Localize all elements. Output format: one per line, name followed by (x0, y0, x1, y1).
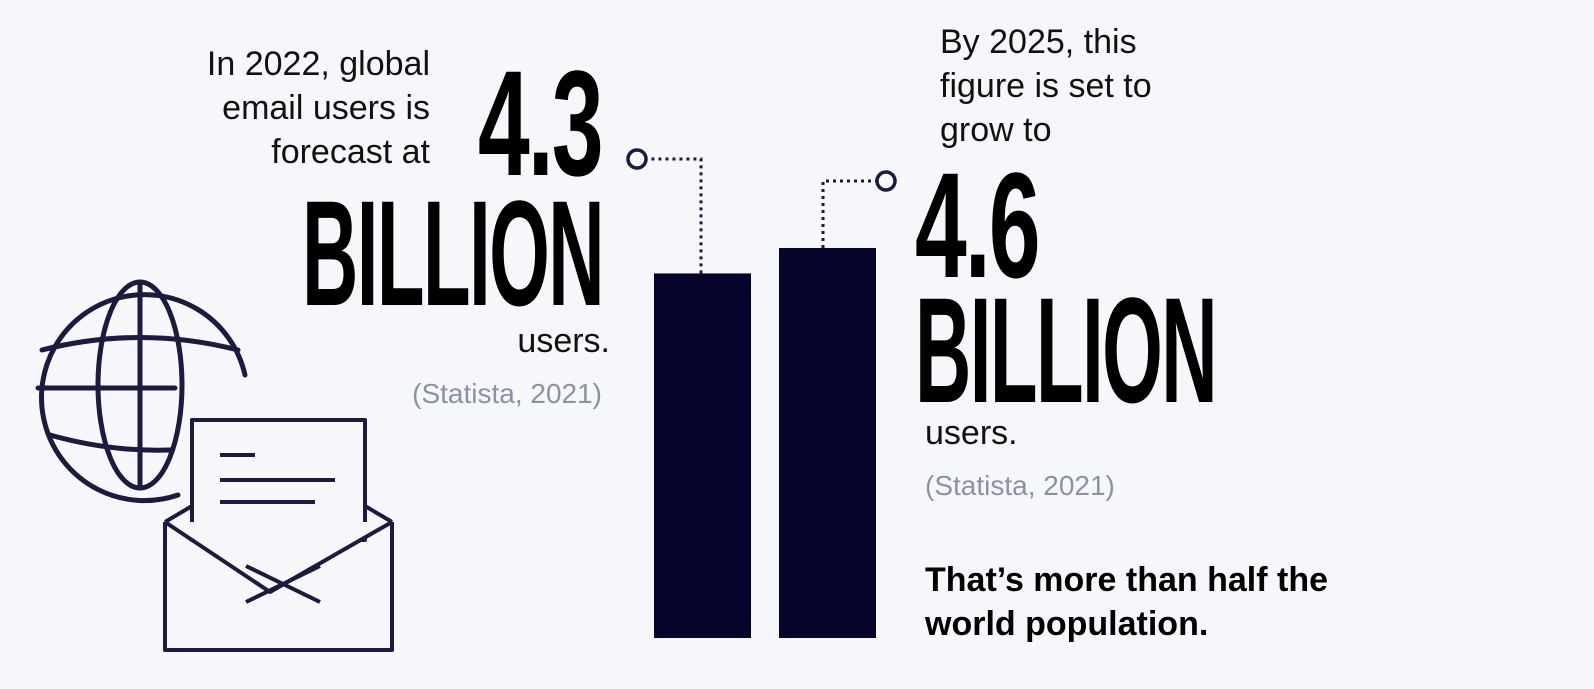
intro-line: In 2022, global (206, 45, 430, 83)
marker-dot-2025 (875, 170, 897, 192)
email-illustration (35, 279, 394, 652)
envelope-letter-icon (163, 418, 394, 652)
bar-2022 (654, 273, 751, 638)
users-label-2022: users. (517, 322, 610, 360)
intro-line: email users is (222, 89, 430, 127)
intro-line: figure is set to (940, 67, 1152, 105)
leader-line-2025 (821, 179, 886, 248)
closing-line: world population. (925, 605, 1209, 643)
value-label-2025: 4.6 (915, 141, 1041, 309)
value-label-2022: 4.3 (478, 39, 604, 207)
users-label-2025: users. (925, 414, 1018, 452)
source-citation-2022: (Statista, 2021) (412, 378, 602, 409)
closing-line: That’s more than half the (925, 561, 1329, 599)
globe-icon (35, 279, 248, 504)
leader-line-2022 (637, 157, 703, 274)
source-citation-2025: (Statista, 2021) (925, 470, 1115, 501)
closing-statement: That’s more than half the world populati… (925, 558, 1445, 646)
marker-dot-2022 (626, 148, 648, 170)
intro-line: grow to (940, 111, 1052, 149)
unit-label-2022: BILLION (302, 169, 605, 337)
intro-text-2025: By 2025, this figure is set to grow to (940, 20, 1280, 152)
bar-2025 (779, 248, 876, 638)
intro-line: By 2025, this (940, 23, 1137, 61)
unit-label-2025: BILLION (915, 266, 1218, 434)
intro-line: forecast at (271, 133, 430, 171)
intro-text-2022: In 2022, global email users is forecast … (150, 42, 430, 174)
